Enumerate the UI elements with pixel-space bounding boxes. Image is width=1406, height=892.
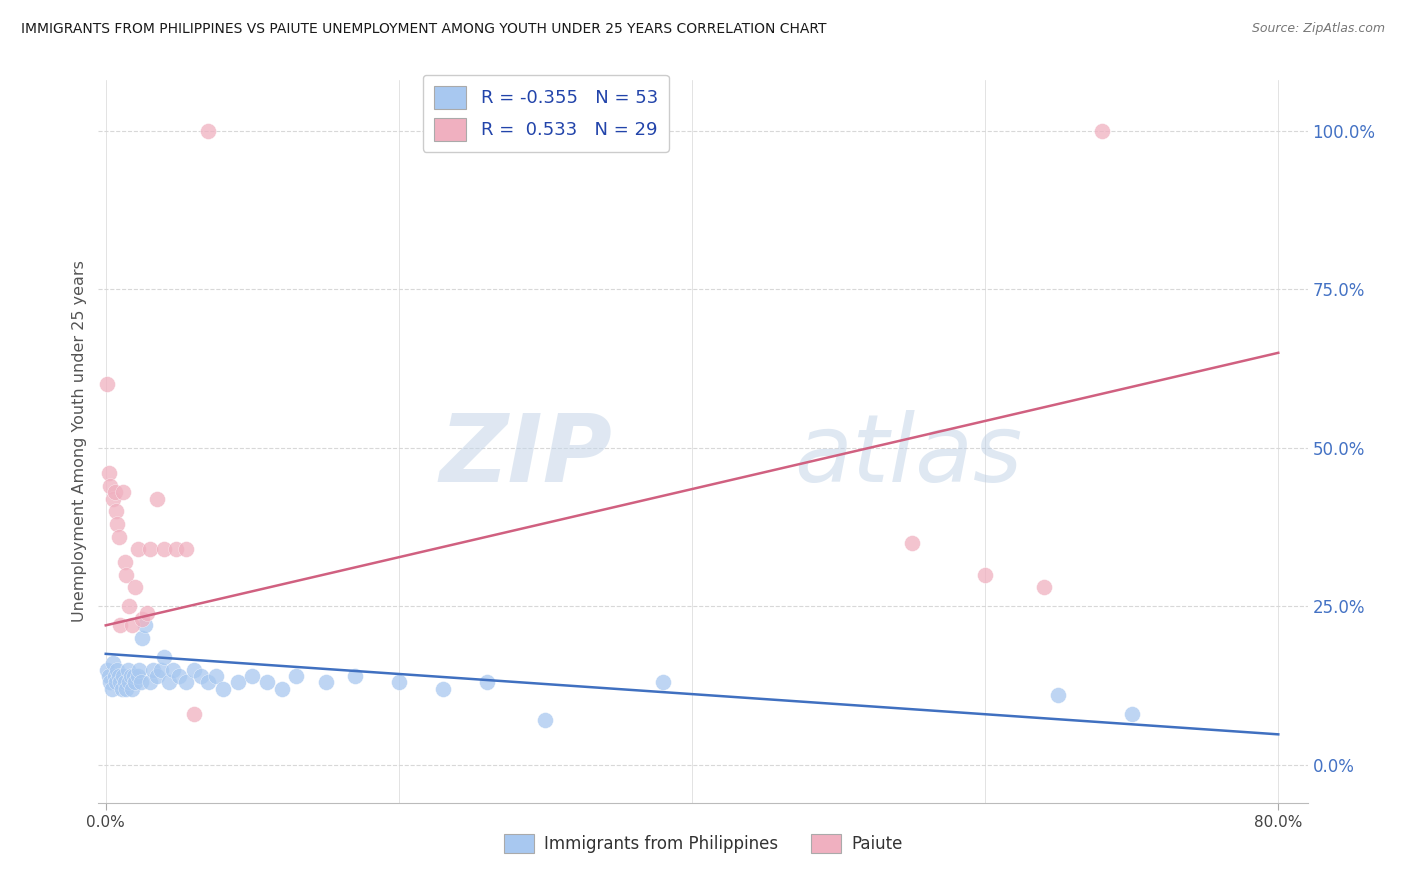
Point <box>118 675 141 690</box>
Point <box>475 675 498 690</box>
Point <box>105 675 128 690</box>
Text: atlas: atlas <box>793 410 1022 501</box>
Text: IMMIGRANTS FROM PHILIPPINES VS PAIUTE UNEMPLOYMENT AMONG YOUTH UNDER 25 YEARS CO: IMMIGRANTS FROM PHILIPPINES VS PAIUTE UN… <box>21 22 827 37</box>
Y-axis label: Unemployment Among Youth under 25 years: Unemployment Among Youth under 25 years <box>72 260 87 623</box>
Point <box>901 536 924 550</box>
Point <box>1091 124 1114 138</box>
Point <box>118 599 141 614</box>
Point <box>112 669 135 683</box>
Point <box>157 675 180 690</box>
Point <box>105 504 128 518</box>
Point <box>103 669 125 683</box>
Point <box>124 580 146 594</box>
Point <box>111 681 134 696</box>
Point <box>240 669 263 683</box>
Point <box>270 681 292 696</box>
Point <box>127 669 149 683</box>
Point <box>183 663 205 677</box>
Point <box>121 618 143 632</box>
Point <box>103 485 125 500</box>
Point <box>651 675 673 690</box>
Point <box>96 663 118 677</box>
Point <box>107 663 129 677</box>
Point <box>534 714 557 728</box>
Point <box>150 663 173 677</box>
Point <box>138 542 160 557</box>
Text: ZIP: ZIP <box>440 410 613 502</box>
Point <box>101 491 124 506</box>
Point <box>176 542 198 557</box>
Point <box>107 516 129 531</box>
Point <box>117 663 139 677</box>
Point <box>96 377 118 392</box>
Point <box>101 657 124 671</box>
Point <box>97 467 120 481</box>
Point <box>131 612 153 626</box>
Point <box>114 555 136 569</box>
Legend: Immigrants from Philippines, Paiute: Immigrants from Philippines, Paiute <box>496 827 910 860</box>
Point <box>256 675 278 690</box>
Point <box>974 567 997 582</box>
Point <box>165 542 187 557</box>
Point <box>388 675 411 690</box>
Point <box>112 485 135 500</box>
Point <box>197 675 219 690</box>
Point <box>110 618 132 632</box>
Point <box>1121 707 1143 722</box>
Point <box>131 631 153 645</box>
Point <box>120 669 142 683</box>
Point <box>124 675 146 690</box>
Point <box>190 669 212 683</box>
Point <box>128 663 150 677</box>
Point <box>138 675 160 690</box>
Point <box>110 675 132 690</box>
Point <box>134 618 156 632</box>
Point <box>108 530 131 544</box>
Point <box>121 681 143 696</box>
Point <box>127 542 149 557</box>
Point <box>100 681 122 696</box>
Point <box>204 669 226 683</box>
Point <box>98 479 121 493</box>
Point <box>432 681 454 696</box>
Point <box>98 675 121 690</box>
Point <box>115 681 138 696</box>
Point <box>197 124 219 138</box>
Point <box>135 606 157 620</box>
Point <box>315 675 337 690</box>
Point <box>1032 580 1054 594</box>
Point <box>153 650 176 665</box>
Point <box>212 681 235 696</box>
Point <box>115 567 138 582</box>
Point <box>167 669 190 683</box>
Point <box>122 669 145 683</box>
Point <box>108 669 131 683</box>
Point <box>114 675 136 690</box>
Point <box>176 675 198 690</box>
Point <box>146 669 169 683</box>
Point <box>142 663 165 677</box>
Point <box>183 707 205 722</box>
Point <box>285 669 308 683</box>
Point <box>129 675 152 690</box>
Point <box>162 663 184 677</box>
Point <box>153 542 176 557</box>
Point <box>146 491 169 506</box>
Text: Source: ZipAtlas.com: Source: ZipAtlas.com <box>1251 22 1385 36</box>
Point <box>97 669 120 683</box>
Point <box>1047 688 1070 702</box>
Point <box>226 675 249 690</box>
Point <box>343 669 366 683</box>
